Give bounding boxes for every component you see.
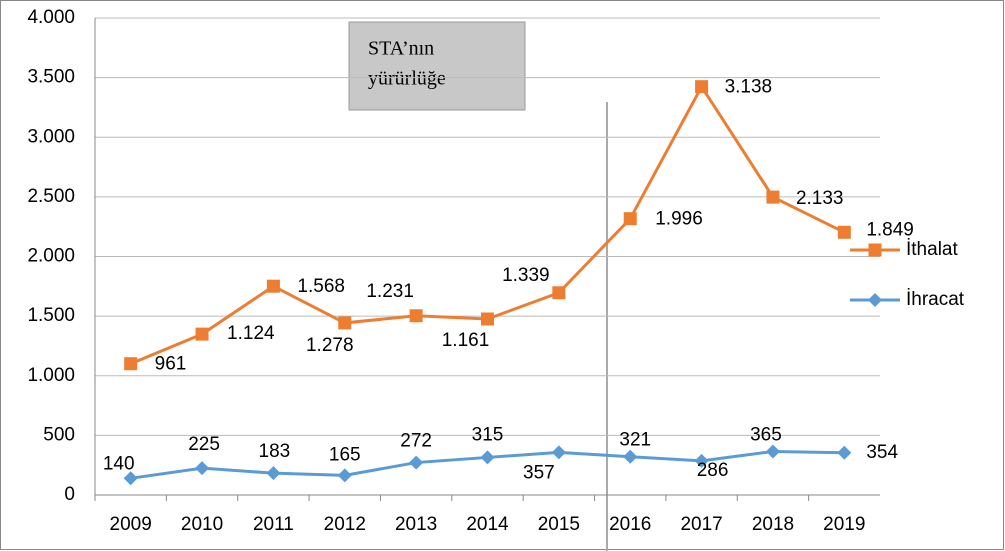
marker [837, 225, 851, 239]
y-tick-label: 4.000 [27, 7, 75, 28]
x-tick-label: 2019 [823, 514, 865, 535]
x-tick-label: 2013 [395, 514, 437, 535]
marker [266, 466, 281, 481]
legend-label: İthalat [906, 239, 958, 260]
data-label: 1.278 [306, 335, 354, 356]
marker [124, 357, 138, 371]
y-tick-label: 500 [43, 424, 75, 445]
data-label: 2.133 [796, 188, 844, 209]
x-tick-label: 2011 [253, 514, 294, 535]
annotation-box [348, 21, 526, 111]
data-label: 354 [866, 442, 898, 463]
marker [481, 312, 494, 326]
marker [623, 449, 638, 464]
data-label: 357 [523, 462, 555, 483]
data-label: 1.339 [502, 265, 550, 286]
data-label: 1.124 [227, 323, 275, 344]
x-tick-label: 2017 [680, 514, 722, 535]
marker [837, 445, 852, 460]
x-tick-label: 2010 [181, 514, 223, 535]
marker [337, 468, 352, 483]
marker [551, 445, 566, 460]
data-label: 183 [259, 441, 291, 462]
legend-marker [868, 243, 882, 257]
x-tick-label: 2009 [110, 514, 152, 535]
y-tick-label: 2.500 [27, 186, 75, 207]
marker [409, 309, 423, 323]
marker [480, 450, 495, 465]
data-label: 1.161 [442, 330, 490, 351]
annotation: STA’nın [368, 38, 434, 60]
data-label: 286 [697, 460, 729, 481]
legend-label: İhracat [906, 289, 965, 310]
data-label: 272 [400, 431, 432, 452]
data-label: 315 [472, 424, 504, 445]
data-label: 225 [188, 434, 220, 455]
data-label: 365 [750, 424, 782, 445]
data-label: 1.849 [866, 219, 914, 240]
marker [623, 212, 637, 226]
data-label: 1.231 [366, 281, 414, 302]
marker [694, 453, 709, 468]
annotation: yürürlüğe [368, 68, 446, 90]
marker [338, 316, 352, 330]
y-tick-label: 0 [64, 484, 75, 505]
marker [695, 80, 709, 94]
y-tick-label: 3.500 [27, 67, 75, 88]
y-tick-label: 1.500 [27, 305, 75, 326]
data-label: 3.138 [725, 77, 773, 98]
marker [266, 279, 280, 293]
x-tick-label: 2016 [609, 514, 651, 535]
x-tick-label: 2018 [752, 514, 794, 535]
data-label: 961 [155, 354, 187, 375]
data-label: 321 [619, 430, 651, 451]
marker [765, 444, 780, 459]
marker [766, 190, 780, 204]
marker [409, 455, 424, 470]
marker [552, 286, 566, 300]
y-tick-label: 2.000 [27, 246, 75, 267]
x-tick-label: 2012 [324, 514, 366, 535]
x-tick-label: 2014 [466, 514, 509, 535]
x-tick-label: 2015 [538, 514, 580, 535]
marker [123, 471, 138, 486]
data-label: 1.996 [655, 209, 703, 230]
data-label: 165 [329, 444, 361, 465]
marker [195, 327, 209, 341]
data-label: 140 [103, 453, 135, 474]
marker [195, 461, 210, 476]
data-label: 1.568 [297, 276, 345, 297]
y-tick-label: 3.000 [27, 126, 75, 147]
y-tick-label: 1.000 [27, 365, 75, 386]
legend-marker [868, 293, 882, 307]
